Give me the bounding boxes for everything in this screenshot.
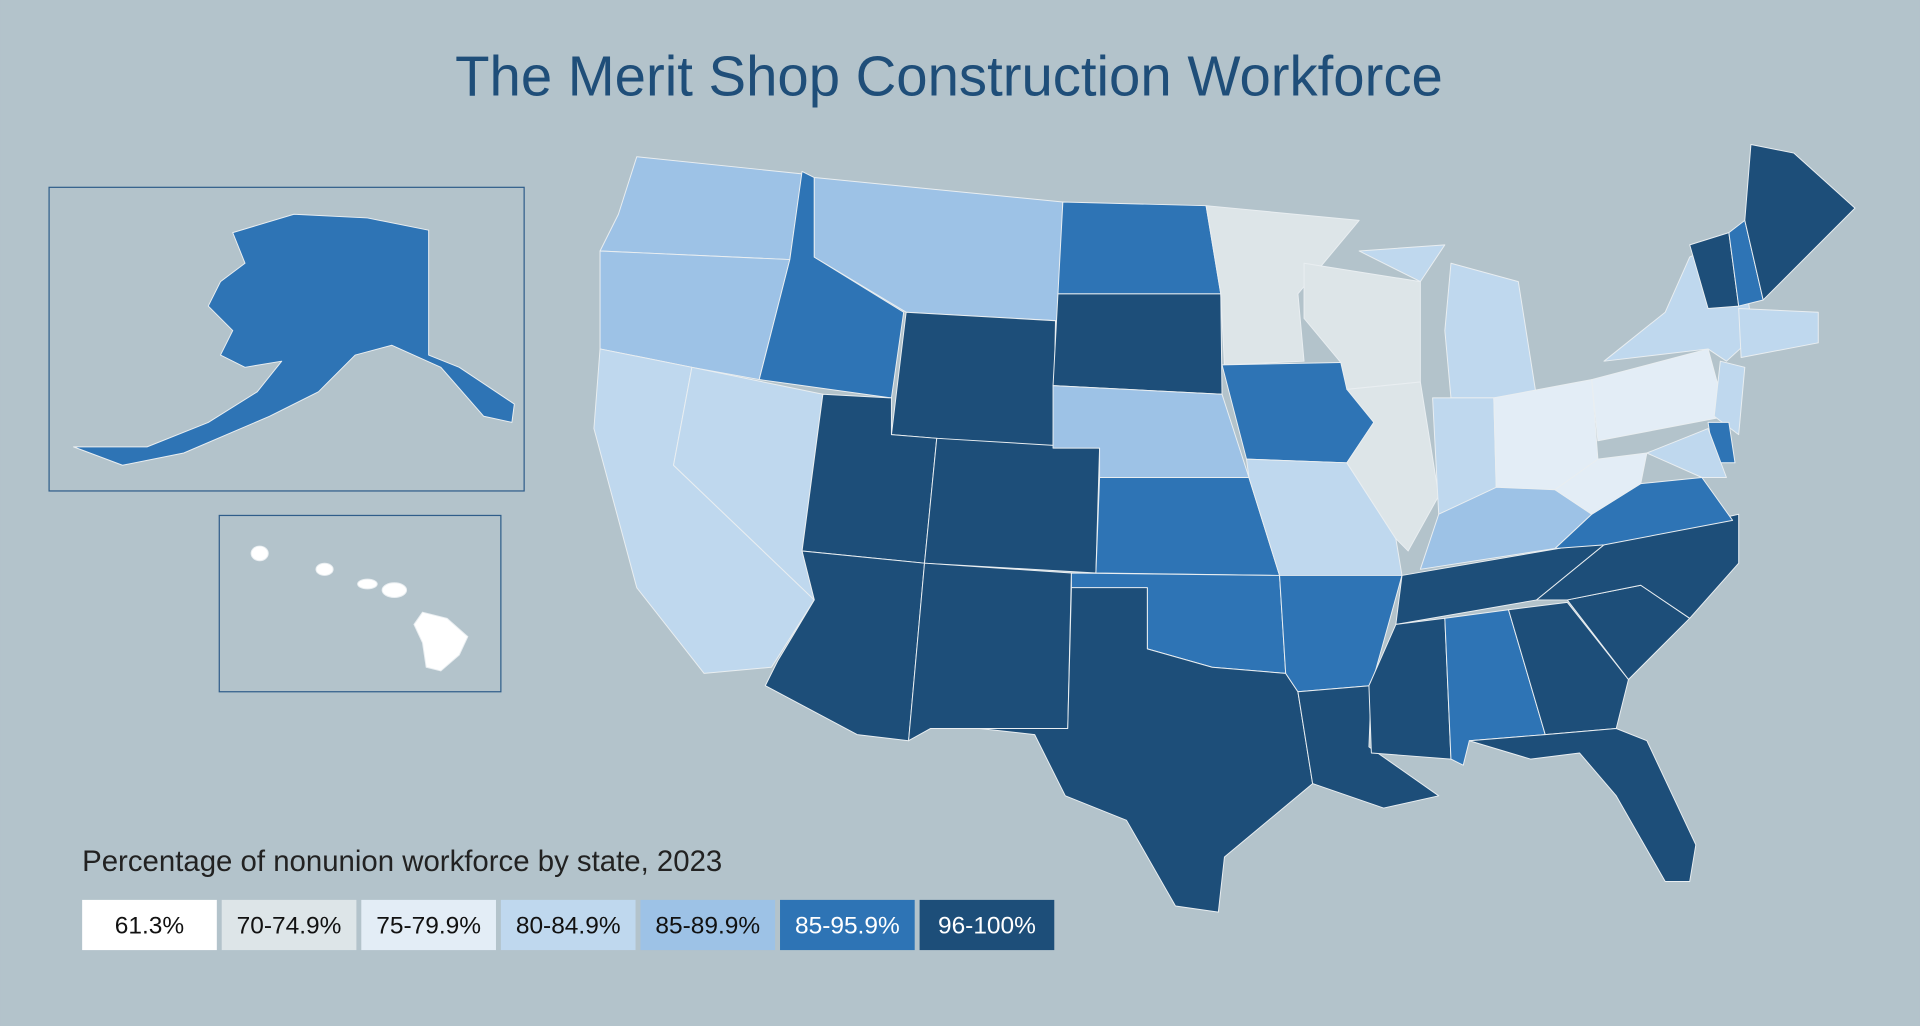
state xyxy=(357,578,378,590)
state xyxy=(1744,143,1856,301)
state xyxy=(1713,360,1746,436)
alaska-inset xyxy=(48,186,525,492)
state xyxy=(1508,601,1629,736)
states xyxy=(73,143,1856,913)
state xyxy=(1095,477,1281,576)
legend-swatch xyxy=(361,899,496,951)
legend-label: 75-79.9% xyxy=(376,912,481,939)
state xyxy=(315,562,334,576)
state xyxy=(1368,617,1452,760)
legend-swatch xyxy=(82,899,217,951)
state xyxy=(1052,293,1223,395)
title: The Merit Shop Construction Workforce xyxy=(455,45,1443,108)
state xyxy=(908,562,1072,742)
legend-swatch xyxy=(221,899,357,951)
legend-title: Percentage of nonunion workforce by stat… xyxy=(82,845,722,878)
state xyxy=(1346,381,1440,552)
state xyxy=(924,437,1101,574)
legend-label: 96-100% xyxy=(938,912,1036,939)
legend-label: 85-89.9% xyxy=(655,912,760,939)
legend-label: 80-84.9% xyxy=(516,912,621,939)
state xyxy=(250,545,269,562)
state xyxy=(599,250,791,381)
state xyxy=(1646,428,1727,478)
legend-label: 70-74.9% xyxy=(237,912,342,939)
state xyxy=(890,311,1056,449)
state xyxy=(1057,201,1222,295)
state xyxy=(73,213,515,466)
state xyxy=(381,582,408,598)
legend-swatch xyxy=(780,899,915,951)
state xyxy=(1554,452,1648,515)
state xyxy=(1358,244,1446,283)
legend-swatch xyxy=(500,899,636,951)
state xyxy=(1468,727,1697,883)
legend: 61.3% 70-74.9% 75-79.9% 80-84.9% 85-89.9% 85-… xyxy=(82,899,1055,951)
legend-swatch xyxy=(919,899,1055,951)
legend-swatch xyxy=(640,899,776,951)
legend-label: 61.3% xyxy=(115,912,184,939)
state xyxy=(1205,205,1360,366)
state xyxy=(979,587,1314,913)
legend-label: 85-95.9% xyxy=(795,912,900,939)
state xyxy=(1738,308,1819,358)
hawaii-inset xyxy=(218,514,502,693)
state xyxy=(413,611,469,672)
